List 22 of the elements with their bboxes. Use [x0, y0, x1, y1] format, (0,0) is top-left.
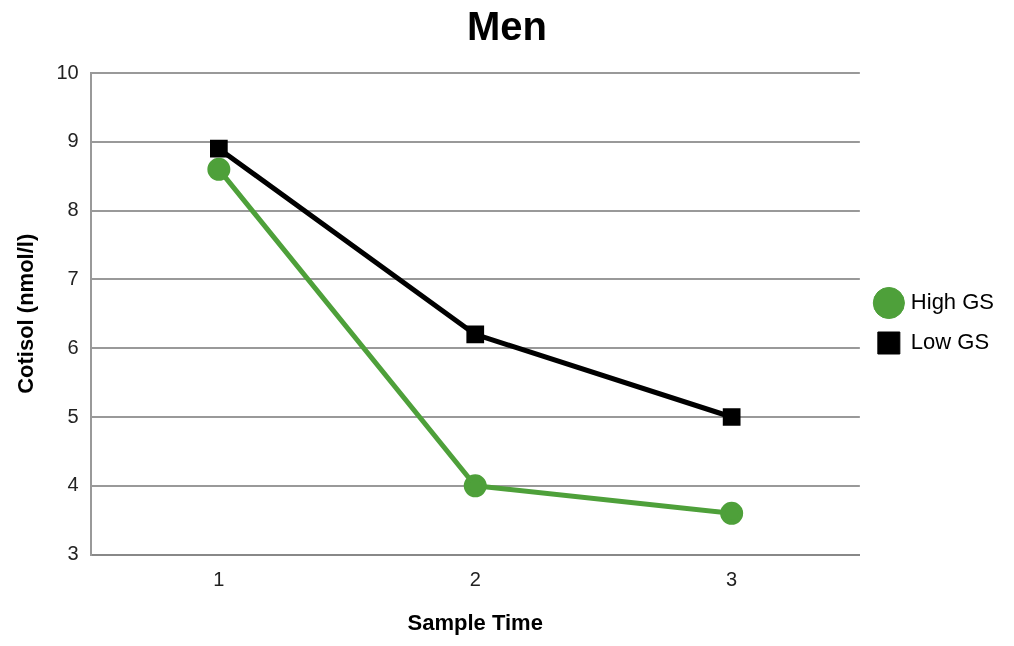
legend-label: High GS [910, 289, 995, 315]
x-tick-label: 2 [469, 568, 481, 591]
point [209, 139, 228, 158]
x-tick-label: 1 [213, 568, 225, 591]
y-axis-title: Cotisol (nmol/l) [13, 233, 39, 394]
y-tick-label: 8 [67, 198, 79, 221]
y-tick-label: 5 [67, 404, 79, 427]
point [463, 474, 487, 498]
y-tick-label: 6 [67, 335, 79, 358]
chart-title: Men [467, 4, 547, 49]
y-tick-label: 7 [67, 266, 79, 289]
legend-label: Low GS [910, 329, 990, 355]
y-tick-label: 10 [56, 60, 79, 83]
point [466, 325, 485, 344]
x-axis-title: Sample Time [407, 609, 543, 635]
point [722, 408, 741, 426]
point [720, 501, 744, 525]
y-tick-label: 3 [67, 542, 79, 565]
x-tick-label: 3 [726, 568, 738, 591]
y-tick-label: 9 [67, 129, 79, 152]
y-tick-label: 4 [67, 473, 79, 496]
point [207, 157, 231, 181]
